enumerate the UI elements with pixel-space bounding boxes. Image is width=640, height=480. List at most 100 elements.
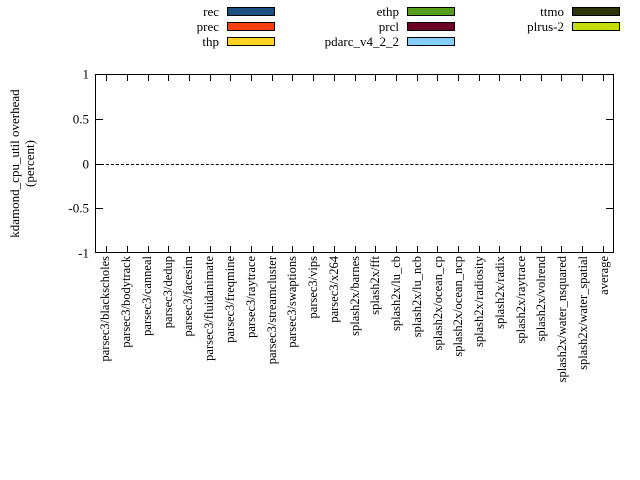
x-tick-label: splash2x/lu_ncb	[409, 256, 424, 338]
x-tick-label: splash2x/radix	[492, 256, 507, 329]
x-tick-label: parsec3/bodytrack	[118, 256, 133, 348]
x-tick-mark-top	[478, 75, 480, 81]
bar-group	[468, 75, 489, 252]
x-tick-label: parsec3/freqmine	[222, 256, 237, 343]
legend-swatch-rec	[227, 7, 275, 16]
bar-group	[427, 75, 448, 252]
x-tick-mark-top	[251, 75, 253, 81]
x-tick-mark-top	[354, 75, 356, 81]
x-tick-mark-top	[457, 75, 459, 81]
x-tick-slot: parsec3/blackscholes	[95, 256, 116, 416]
x-tick-mark-top	[106, 75, 108, 81]
x-tick-mark-bottom	[395, 246, 397, 252]
bar-group	[448, 75, 469, 252]
x-tick-label: splash2x/volrend	[534, 256, 549, 342]
x-tick-slot: parsec3/canneal	[137, 256, 158, 416]
x-tick-slot: parsec3/freqmine	[220, 256, 241, 416]
y-tick-label: -1	[78, 245, 89, 261]
legend-entry-ethp[interactable]: ethp	[285, 4, 455, 19]
x-tick-mark-bottom	[437, 246, 439, 252]
y-tick-label: 0.5	[72, 111, 89, 127]
x-tick-mark-top	[581, 75, 583, 81]
legend-label-prec: prec	[196, 19, 219, 34]
legend-entry-pdarc[interactable]: pdarc_v4_2_2	[285, 34, 455, 49]
x-tick-mark-bottom	[313, 246, 315, 252]
x-tick-mark-bottom	[519, 246, 521, 252]
x-tick-mark-top	[375, 75, 377, 81]
x-tick-label: average	[596, 256, 611, 295]
bar-group	[324, 75, 345, 252]
bar-group	[303, 75, 324, 252]
x-tick-mark-top	[333, 75, 335, 81]
x-tick-label: parsec3/dedup	[160, 256, 175, 329]
bar-group	[179, 75, 200, 252]
legend-entry-ttmo[interactable]: ttmo	[470, 4, 620, 19]
legend-entry-prcl[interactable]: prcl	[285, 19, 455, 34]
bar-group	[117, 75, 138, 252]
x-tick-slot: splash2x/raytrace	[510, 256, 531, 416]
x-tick-label: parsec3/blackscholes	[98, 256, 113, 362]
bar-group	[282, 75, 303, 252]
zero-reference-line	[96, 163, 613, 165]
x-tick-mark-bottom	[375, 246, 377, 252]
y-tick-mark-left	[96, 207, 103, 209]
x-tick-label: splash2x/water_spatial	[575, 256, 590, 370]
x-tick-mark-bottom	[333, 246, 335, 252]
x-tick-mark-bottom	[602, 246, 604, 252]
x-tick-mark-top	[416, 75, 418, 81]
x-tick-mark-bottom	[168, 246, 170, 252]
x-axis-tick-labels: parsec3/blackscholes parsec3/bodytrack par…	[95, 256, 614, 416]
legend-label-ttmo: ttmo	[540, 4, 564, 19]
bar-group	[199, 75, 220, 252]
legend-column-2: ethp prcl pdarc_v4_2_2	[285, 4, 455, 54]
x-tick-label: splash2x/water_nsquared	[554, 256, 569, 383]
x-tick-mark-bottom	[127, 246, 129, 252]
x-tick-label: splash2x/lu_cb	[388, 256, 403, 331]
x-tick-slot: parsec3/facesim	[178, 256, 199, 416]
bar-group	[406, 75, 427, 252]
y-tick-label: -0.5	[68, 200, 89, 216]
bar-group	[365, 75, 386, 252]
bar-group	[530, 75, 551, 252]
legend-label-prcl: prcl	[378, 19, 399, 34]
x-tick-slot: parsec3/dedup	[157, 256, 178, 416]
x-tick-label: parsec3/fluidanimate	[201, 256, 216, 361]
legend-label-plrus2: plrus-2	[527, 19, 564, 34]
x-tick-mark-top	[437, 75, 439, 81]
y-axis-label-line1: kdamond_cpu_util overhead	[7, 89, 22, 238]
legend-entry-plrus2[interactable]: plrus-2	[470, 19, 620, 34]
x-tick-label: splash2x/ocean_ncp	[451, 256, 466, 357]
x-tick-slot: parsec3/bodytrack	[116, 256, 137, 416]
x-tick-mark-bottom	[581, 246, 583, 252]
x-tick-mark-bottom	[230, 246, 232, 252]
legend-entry-thp[interactable]: thp	[160, 34, 275, 49]
bar-group	[551, 75, 572, 252]
chart-legend: rec prec thp ethp prcl pdarc_v4_2_	[160, 4, 620, 54]
x-tick-label: parsec3/canneal	[139, 256, 154, 336]
x-tick-slot: splash2x/ocean_cp	[427, 256, 448, 416]
x-tick-label: parsec3/vips	[305, 256, 320, 319]
bar-group	[510, 75, 531, 252]
x-tick-mark-top	[540, 75, 542, 81]
x-tick-label: splash2x/raytrace	[513, 256, 528, 344]
x-tick-mark-bottom	[106, 246, 108, 252]
legend-label-pdarc: pdarc_v4_2_2	[324, 34, 399, 49]
x-tick-label: splash2x/radiosity	[471, 256, 486, 347]
y-axis-label: kdamond_cpu_util overhead (percent)	[0, 74, 44, 253]
x-tick-label: splash2x/ocean_cp	[430, 256, 445, 351]
bar-series-container	[96, 75, 613, 252]
x-tick-slot: parsec3/x264	[323, 256, 344, 416]
legend-swatch-prcl	[407, 22, 455, 31]
x-tick-slot: parsec3/fluidanimate	[199, 256, 220, 416]
legend-entry-rec[interactable]: rec	[160, 4, 275, 19]
x-tick-mark-top	[292, 75, 294, 81]
legend-column-3: ttmo plrus-2	[470, 4, 620, 54]
x-tick-mark-top	[230, 75, 232, 81]
legend-entry-prec[interactable]: prec	[160, 19, 275, 34]
x-tick-slot: splash2x/ocean_ncp	[448, 256, 469, 416]
y-tick-mark-left	[96, 163, 103, 165]
x-tick-slot: parsec3/streamcluster	[261, 256, 282, 416]
bar-group	[262, 75, 283, 252]
y-tick-mark-left	[96, 119, 103, 121]
